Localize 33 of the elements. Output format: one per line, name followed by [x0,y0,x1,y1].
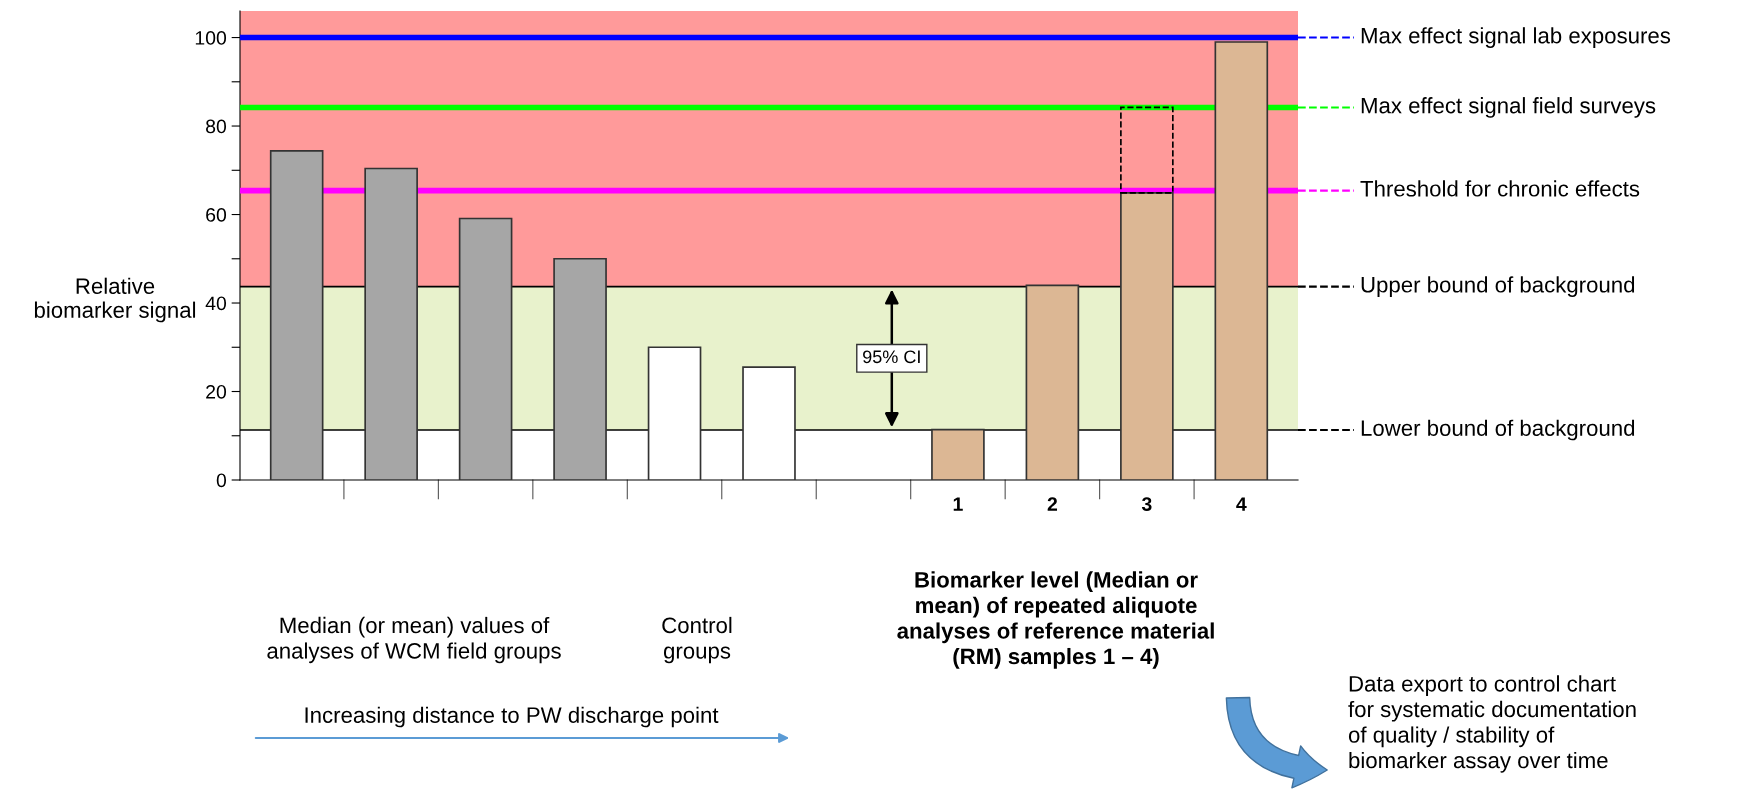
y-axis-title: Relative biomarker signal [34,277,196,323]
text: Control groups [662,616,732,664]
y-tick-label: 100 [195,31,227,45]
text: Data export to control chart for systematic documentation of quality / stability of biomarker assay over time [1348,675,1636,773]
y-tick-label: 40 [205,296,227,311]
bar [553,257,607,480]
annotation: 95% CI [863,350,920,364]
ref-line-label: Max effect signal field surveys [1361,97,1656,118]
text: Median (or mean) values of analyses of WCM field groups [267,616,561,664]
x-tick-label: 1 [953,497,963,511]
ref-line-label: Upper bound of background [1361,276,1635,298]
ref-line-label: Max effect signal lab exposures [1361,27,1671,48]
y-tick-label: 80 [206,119,227,134]
bar [647,346,702,480]
y-tick-label: 0 [216,473,227,488]
y-tick-label: 20 [206,384,227,399]
bar [1214,41,1269,480]
bar [1120,106,1174,194]
ref-line-label: Lower bound of background [1361,419,1635,441]
bar [458,217,513,480]
bar [742,366,796,480]
x-tick-label: 4 [1236,497,1247,511]
bar [269,149,324,480]
bar [931,428,985,480]
x-tick-label: 3 [1141,497,1152,511]
text: Increasing distance to PW discharge point [305,706,719,728]
bar [1025,284,1080,480]
ref-line-label: Threshold for chronic effects [1360,180,1640,197]
y-tick-label: 60 [206,208,227,222]
x-tick-label: 2 [1047,497,1058,511]
bar [364,167,418,480]
text: Biomarker level (Median or mean) of repeated aliquote analyses of reference material (RM) samples 1 – 4) [897,571,1214,669]
bar [1120,192,1174,480]
